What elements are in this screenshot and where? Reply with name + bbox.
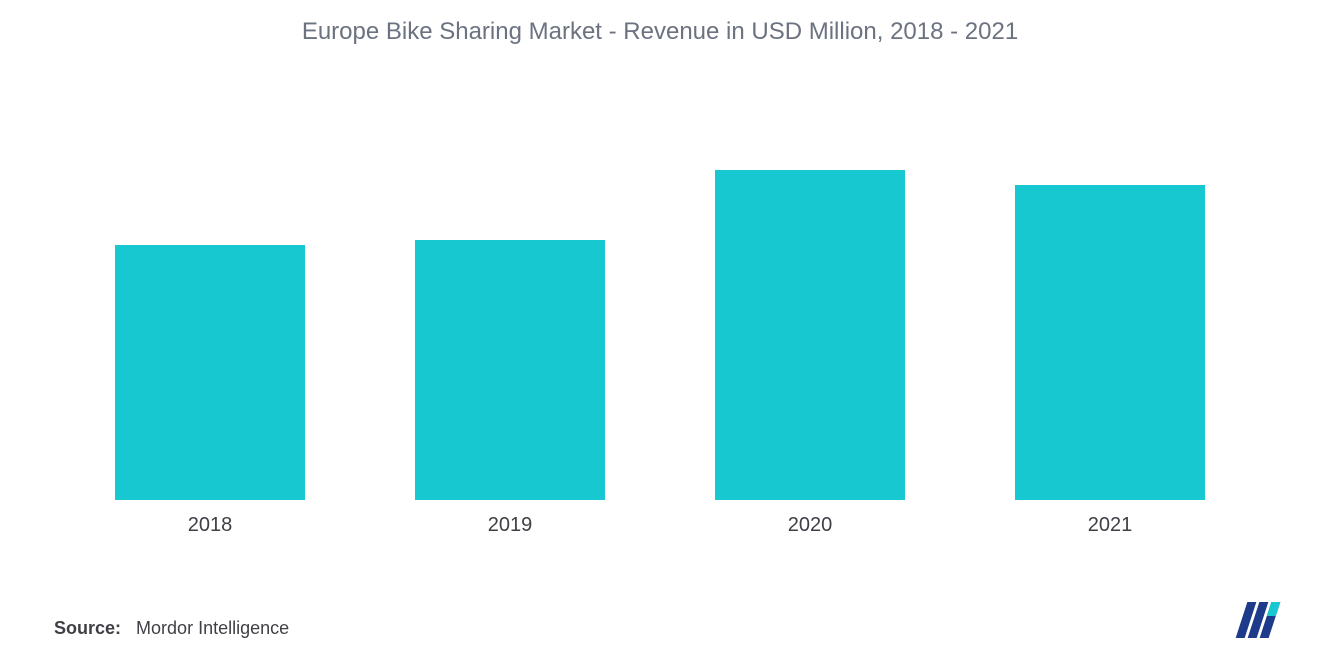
bar-2018 <box>115 245 305 500</box>
source-label: Source: <box>54 618 121 638</box>
bar-slot <box>660 100 960 500</box>
source-attribution: Source: Mordor Intelligence <box>54 618 289 639</box>
x-label: 2020 <box>660 514 960 537</box>
brand-logo-icon <box>1230 600 1286 645</box>
x-label: 2021 <box>960 514 1260 537</box>
bar-2021 <box>1015 185 1205 500</box>
bar-slot <box>960 100 1260 500</box>
x-axis-labels: 2018 2019 2020 2021 <box>60 514 1260 537</box>
bar-slot <box>360 100 660 500</box>
source-value: Mordor Intelligence <box>136 618 289 638</box>
x-label: 2018 <box>60 514 360 537</box>
bar-slot <box>60 100 360 500</box>
bar-2020 <box>715 170 905 500</box>
bars-container <box>60 100 1260 500</box>
chart-title: Europe Bike Sharing Market - Revenue in … <box>0 18 1320 46</box>
bar-2019 <box>415 240 605 500</box>
x-label: 2019 <box>360 514 660 537</box>
chart-plot-area: 2018 2019 2020 2021 <box>60 100 1260 540</box>
